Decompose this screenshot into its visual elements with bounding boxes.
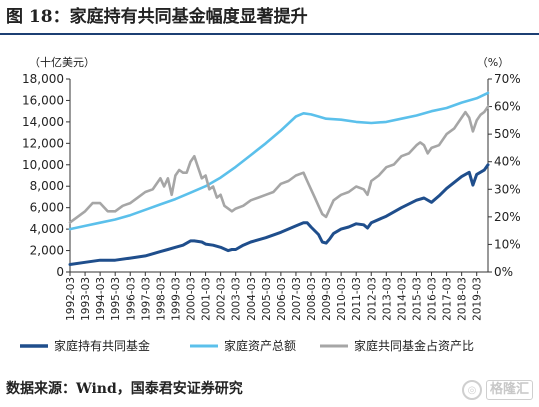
legend-label-2: 家庭资产总额 <box>224 338 296 353</box>
x-tick-label: 2001-03 <box>201 277 213 321</box>
x-tick-label: 1998-03 <box>155 277 167 321</box>
y-right-tick-label: 60% <box>494 100 521 114</box>
figure-source: 数据来源：Wind，国泰君安证券研究 <box>6 381 243 397</box>
y-left-tick-label: 8,000 <box>30 179 64 193</box>
y-right-axis-label: （%） <box>477 56 509 69</box>
x-tick-label: 2000-03 <box>186 277 198 321</box>
x-tick-label: 1992-03 <box>65 277 77 321</box>
watermark-text: 格隆汇 <box>485 380 533 400</box>
x-tick-label: 2003-03 <box>231 277 243 321</box>
watermark: ◎ 格隆汇 <box>461 377 533 403</box>
x-tick-label: 2016-03 <box>427 277 439 321</box>
x-tick-label: 2019-03 <box>472 277 484 321</box>
x-tick-label: 1995-03 <box>110 277 122 321</box>
x-tick-label: 1997-03 <box>140 277 152 321</box>
y-left-axis-label: （十亿美元） <box>29 55 95 69</box>
x-tick-label: 2005-03 <box>261 277 273 321</box>
y-left-tick-label: 14,000 <box>22 115 64 129</box>
x-tick-label: 1994-03 <box>95 277 107 321</box>
x-tick-label: 2004-03 <box>246 277 258 321</box>
x-tick-label: 2011-03 <box>351 277 363 321</box>
x-tick-label: 1993-03 <box>80 277 92 321</box>
x-tick-label: 2017-03 <box>442 277 454 321</box>
x-tick-label: 2010-03 <box>336 277 348 321</box>
y-right-tick-label: 0% <box>494 265 513 279</box>
x-tick-label: 2018-03 <box>457 277 469 321</box>
y-left-tick-label: 4,000 <box>30 222 64 236</box>
x-tick-label: 2007-03 <box>291 277 303 321</box>
y-left-tick-label: 10,000 <box>22 158 64 172</box>
y-left-tick-label: 2,000 <box>30 244 64 258</box>
x-tick-label: 2013-03 <box>381 277 393 321</box>
figure-title: 图 18：家庭持有共同基金幅度显著提升 <box>6 7 308 27</box>
watermark-logo-icon: ◎ <box>461 380 482 400</box>
x-tick-label: 1996-03 <box>125 277 137 321</box>
legend-label-3: 家庭共同基金占资产比 <box>354 338 474 353</box>
y-right-tick-label: 40% <box>494 155 521 169</box>
y-left-tick-label: 16,000 <box>22 93 64 107</box>
legend-label-1: 家庭持有共同基金 <box>54 338 150 353</box>
y-right-tick-label: 50% <box>494 127 521 141</box>
y-right-tick-label: 30% <box>494 182 521 196</box>
y-left-tick-label: 12,000 <box>22 136 64 150</box>
y-right-tick-label: 10% <box>494 237 521 251</box>
y-left-tick-label: 6,000 <box>30 201 64 215</box>
x-tick-label: 2002-03 <box>216 277 228 321</box>
y-left-tick-label: 18,000 <box>22 72 64 86</box>
y-right-tick-label: 20% <box>494 210 521 224</box>
y-right-tick-label: 70% <box>494 72 521 86</box>
series-line-3 <box>68 105 490 224</box>
x-tick-label: 2008-03 <box>306 277 318 321</box>
title-divider <box>0 33 539 35</box>
line-chart: （十亿美元） （%） 0 2,000 4,000 6,000 8,000 10,000 12,0… <box>20 55 521 353</box>
x-tick-label: 2014-03 <box>396 277 408 321</box>
x-tick-label: 2006-03 <box>276 277 288 321</box>
series-line-2 <box>68 91 490 231</box>
x-tick-label: 2015-03 <box>411 277 423 321</box>
x-tick-label: 2009-03 <box>321 277 333 321</box>
x-tick-label: 1999-03 <box>170 277 182 321</box>
x-tick-label: 2012-03 <box>366 277 378 321</box>
y-left-tick-label: 0 <box>56 265 64 279</box>
series-line-1 <box>68 163 490 266</box>
